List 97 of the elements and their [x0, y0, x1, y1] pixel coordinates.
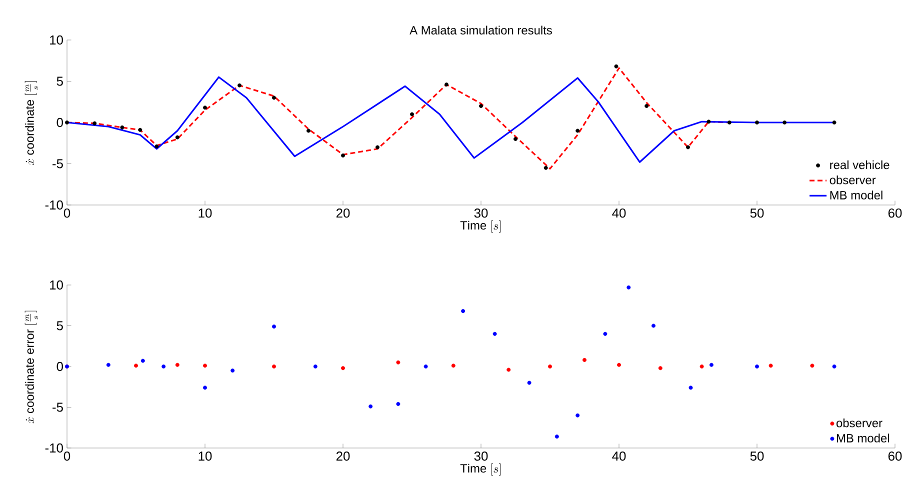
- point: [396, 360, 400, 364]
- point: [700, 364, 704, 368]
- y-tick-label: 0: [56, 118, 63, 128]
- point: [658, 366, 662, 370]
- point: [203, 364, 207, 368]
- point: [272, 364, 276, 368]
- point: [106, 362, 110, 367]
- point: [306, 128, 310, 133]
- y-tick-label: 5: [56, 321, 63, 330]
- point: [727, 120, 732, 124]
- point: [376, 145, 380, 150]
- y-tick-label: 0: [56, 362, 63, 372]
- point: [514, 137, 518, 141]
- x-tick-label: 40: [612, 452, 626, 461]
- x-tick-label: 60: [888, 452, 902, 461]
- point: [368, 404, 373, 408]
- point: [832, 364, 836, 368]
- point: [138, 128, 142, 132]
- point: [617, 362, 621, 367]
- y-tick-label: 10: [50, 280, 63, 290]
- legend-label: MB model: [830, 190, 882, 200]
- x-tick-label: 30: [474, 208, 488, 218]
- x-tick-label: 20: [336, 208, 350, 218]
- point: [175, 362, 180, 367]
- point: [506, 368, 511, 372]
- x-tick-label: 10: [198, 452, 212, 461]
- legend-label: observer: [836, 418, 882, 428]
- point: [65, 120, 69, 124]
- point: [451, 364, 456, 368]
- y-tick-label: 10: [50, 35, 63, 45]
- point: [614, 64, 618, 68]
- y-tick-label: -5: [52, 159, 63, 168]
- y-tick-label: -10: [45, 443, 63, 453]
- chart-title: A Malata simulation results: [410, 26, 552, 34]
- point: [410, 112, 414, 116]
- point: [341, 153, 345, 158]
- x-tick-label: 0: [64, 208, 70, 218]
- y-tick-label: -10: [45, 200, 63, 210]
- point: [626, 285, 631, 290]
- x-axis-title: $\mathrm{Time}\ [s]$: [460, 220, 501, 232]
- x-tick-label: 10: [198, 208, 212, 218]
- point: [686, 145, 690, 150]
- point: [782, 120, 787, 124]
- point: [444, 82, 448, 87]
- y-tick-label: -5: [52, 402, 63, 412]
- point: [424, 364, 428, 368]
- point: [162, 364, 166, 368]
- point: [154, 144, 159, 148]
- point: [652, 324, 656, 328]
- point: [238, 83, 242, 88]
- point: [396, 402, 400, 406]
- legend-label: real vehicle: [830, 160, 890, 170]
- x-tick-label: 20: [336, 452, 350, 461]
- legend-label: observer: [830, 176, 876, 184]
- point: [548, 364, 552, 368]
- point: [92, 121, 97, 126]
- point: [272, 96, 276, 100]
- point: [709, 362, 714, 367]
- point: [230, 368, 235, 373]
- x-tick-label: 60: [888, 208, 902, 218]
- x-tick-label: 0: [64, 452, 70, 461]
- point: [810, 364, 814, 368]
- point: [134, 364, 138, 368]
- point: [755, 364, 759, 368]
- x-tick-label: 30: [474, 452, 488, 461]
- point: [175, 135, 180, 140]
- point: [461, 309, 466, 314]
- x-tick-label: 40: [612, 208, 626, 218]
- y-tick-label: 5: [56, 76, 63, 86]
- point: [688, 386, 693, 390]
- point: [576, 128, 580, 133]
- legend-label: MB model: [836, 434, 890, 442]
- x-tick-label: 50: [750, 452, 764, 461]
- point: [755, 120, 759, 124]
- point: [576, 413, 580, 418]
- point: [554, 434, 559, 439]
- point: [272, 324, 276, 329]
- y-axis-title: $\dot{x}\ \mathrm{coordinate\ error}\ [\frac{m}{s}]$: [24, 310, 38, 424]
- point: [582, 358, 586, 362]
- x-tick-label: 50: [750, 208, 764, 218]
- point: [544, 166, 548, 170]
- x-axis-title: $\mathrm{Time}\ [s]$: [460, 464, 501, 476]
- point: [832, 120, 836, 124]
- point: [479, 104, 483, 108]
- point: [527, 380, 532, 385]
- point: [140, 358, 145, 363]
- point: [120, 125, 124, 130]
- point: [203, 386, 207, 390]
- point: [341, 366, 345, 370]
- point: [492, 332, 497, 336]
- point: [644, 104, 649, 108]
- y-axis-title: $\dot{x}\ \mathrm{coordinate}\ [\frac{m}{s}]$: [24, 81, 38, 165]
- point: [203, 106, 207, 110]
- point: [768, 364, 773, 368]
- point: [313, 364, 318, 368]
- point: [706, 120, 711, 124]
- point: [603, 332, 608, 336]
